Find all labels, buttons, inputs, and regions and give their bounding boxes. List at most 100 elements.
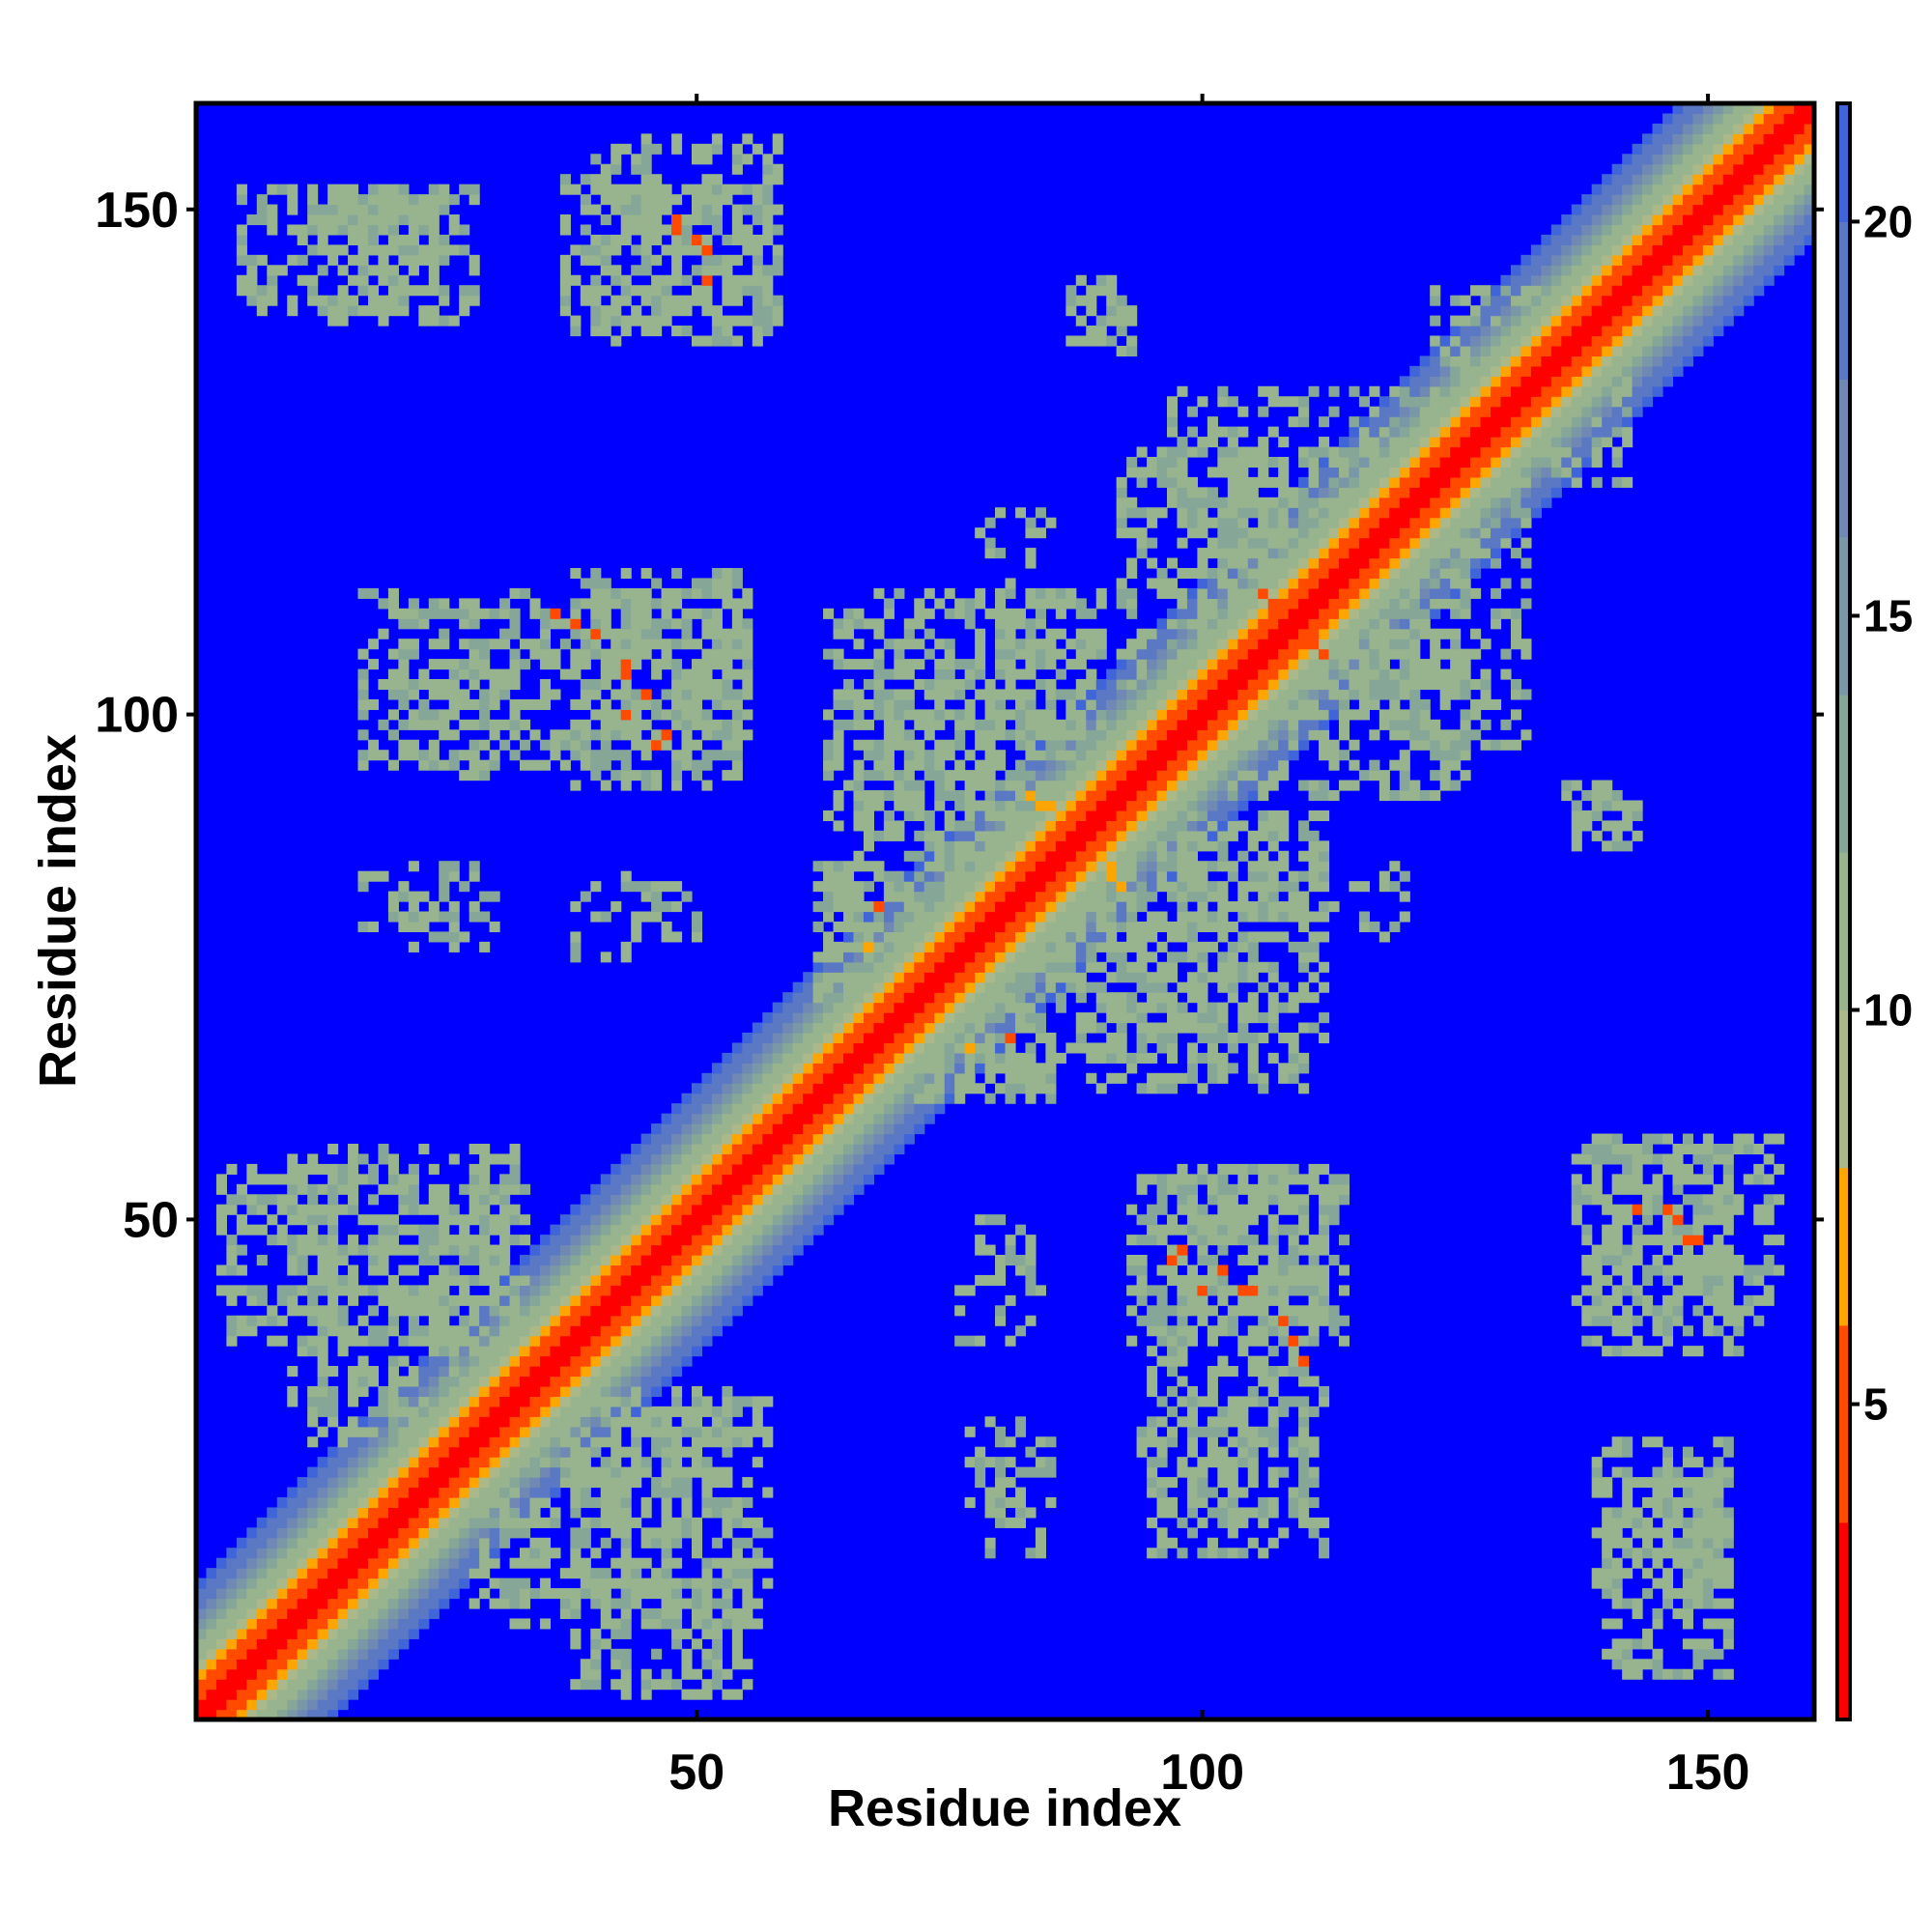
- heatmap-cell: [1247, 1477, 1259, 1489]
- heatmap-cell: [1247, 830, 1269, 841]
- heatmap-cell: [681, 628, 693, 639]
- heatmap-cell: [1237, 406, 1249, 417]
- heatmap-cell: [651, 1355, 663, 1367]
- heatmap-cell: [489, 759, 500, 771]
- heatmap-cell: [1753, 1294, 1775, 1306]
- heatmap-cell: [418, 1285, 450, 1296]
- heatmap-cell: [812, 1063, 835, 1074]
- heatmap-cell: [671, 1385, 683, 1397]
- heatmap-cell: [1611, 385, 1634, 397]
- heatmap-cell: [1581, 416, 1593, 428]
- heatmap-cell: [1480, 537, 1502, 549]
- heatmap-cell: [762, 1436, 774, 1448]
- heatmap-cell: [489, 1477, 511, 1489]
- heatmap-cell: [873, 659, 885, 670]
- heatmap-cell: [1369, 587, 1380, 599]
- heatmap-cell: [1450, 578, 1471, 589]
- heatmap-cell: [297, 1507, 308, 1519]
- heatmap-cell: [1298, 598, 1330, 610]
- heatmap-cell: [418, 1477, 450, 1489]
- heatmap-cell: [600, 315, 611, 327]
- heatmap-cell: [600, 305, 622, 317]
- heatmap-cell: [681, 1285, 703, 1296]
- heatmap-cell: [1510, 709, 1522, 721]
- heatmap-cell: [1520, 376, 1552, 387]
- heatmap-cell: [803, 1012, 814, 1024]
- heatmap-cell: [1308, 385, 1320, 397]
- heatmap-cell: [428, 1537, 450, 1548]
- heatmap-cell: [782, 1143, 804, 1155]
- heatmap-cell: [469, 1385, 480, 1397]
- heatmap-cell: [1399, 891, 1410, 902]
- heatmap-cell: [215, 1183, 228, 1195]
- heatmap-cell: [701, 1659, 713, 1670]
- heatmap-cell: [357, 709, 369, 721]
- heatmap-cell: [559, 1315, 582, 1326]
- heatmap-cell: [256, 1699, 268, 1711]
- heatmap-cell: [1378, 790, 1390, 802]
- heatmap-cell: [215, 1659, 238, 1670]
- heatmap-cell: [570, 618, 582, 630]
- heatmap-cell: [752, 1244, 763, 1256]
- heatmap-cell: [489, 1335, 521, 1347]
- heatmap-cell: [1389, 507, 1421, 519]
- heatmap-cell: [367, 1577, 380, 1589]
- heatmap-cell: [1267, 507, 1279, 519]
- heatmap-cell: [691, 1346, 703, 1357]
- heatmap-cell: [1136, 952, 1158, 963]
- heatmap-cell: [428, 689, 470, 700]
- heatmap-cell: [439, 1366, 450, 1378]
- heatmap-cell: [903, 810, 915, 821]
- heatmap-cell: [1136, 1315, 1168, 1326]
- heatmap-cell: [975, 1032, 986, 1044]
- heatmap-cell: [984, 608, 1027, 619]
- heatmap-cell: [1197, 952, 1208, 963]
- heatmap-cell: [509, 1214, 521, 1226]
- heatmap-cell: [317, 1548, 328, 1559]
- heatmap-cell: [387, 1355, 399, 1367]
- heatmap-cell: [681, 1517, 693, 1528]
- heatmap-cell: [1561, 305, 1573, 317]
- heatmap-cell: [1106, 850, 1118, 862]
- heatmap-cell: [398, 750, 419, 761]
- heatmap-cell: [1167, 446, 1188, 458]
- heatmap-cell: [1126, 992, 1138, 1004]
- heatmap-cell: [661, 709, 672, 721]
- heatmap-cell: [1186, 527, 1208, 539]
- heatmap-cell: [1136, 1042, 1148, 1054]
- heatmap-cell: [367, 1264, 389, 1276]
- heatmap-cell: [1702, 1244, 1734, 1256]
- heatmap-cell: [499, 1355, 511, 1367]
- heatmap-cell: [1338, 608, 1350, 619]
- heatmap-cell: [995, 1466, 1007, 1478]
- heatmap-cell: [327, 1285, 369, 1296]
- heatmap-cell: [1500, 517, 1522, 528]
- heatmap-cell: [1186, 668, 1199, 680]
- heatmap-cell: [1288, 1002, 1299, 1013]
- heatmap-cell: [1207, 1507, 1229, 1519]
- heatmap-cell: [995, 648, 1016, 660]
- heatmap-cell: [722, 1235, 733, 1246]
- heatmap-cell: [378, 1385, 389, 1397]
- heatmap-cell: [1055, 941, 1077, 952]
- heatmap-cell: [1207, 1416, 1249, 1428]
- heatmap-cell: [1389, 426, 1401, 438]
- heatmap-cell: [1177, 1517, 1188, 1528]
- heatmap-cell: [489, 1507, 500, 1519]
- heatmap-cell: [256, 1255, 268, 1266]
- heatmap-cell: [590, 305, 602, 317]
- heatmap-cell: [1288, 1052, 1299, 1064]
- heatmap-cell: [1217, 1264, 1229, 1276]
- heatmap-cell: [539, 628, 552, 639]
- heatmap-cell: [1014, 850, 1027, 862]
- heatmap-cell: [1197, 628, 1229, 639]
- heatmap-cell: [357, 1588, 369, 1600]
- heatmap-cell: [1733, 1346, 1745, 1357]
- heatmap-cell: [1167, 1183, 1179, 1195]
- heatmap-cell: [691, 578, 713, 589]
- heatmap-cell: [570, 941, 582, 952]
- heatmap-cell: [722, 639, 733, 650]
- heatmap-cell: [600, 1366, 622, 1378]
- heatmap-cell: [1217, 981, 1229, 993]
- heatmap-cell: [1217, 1194, 1238, 1206]
